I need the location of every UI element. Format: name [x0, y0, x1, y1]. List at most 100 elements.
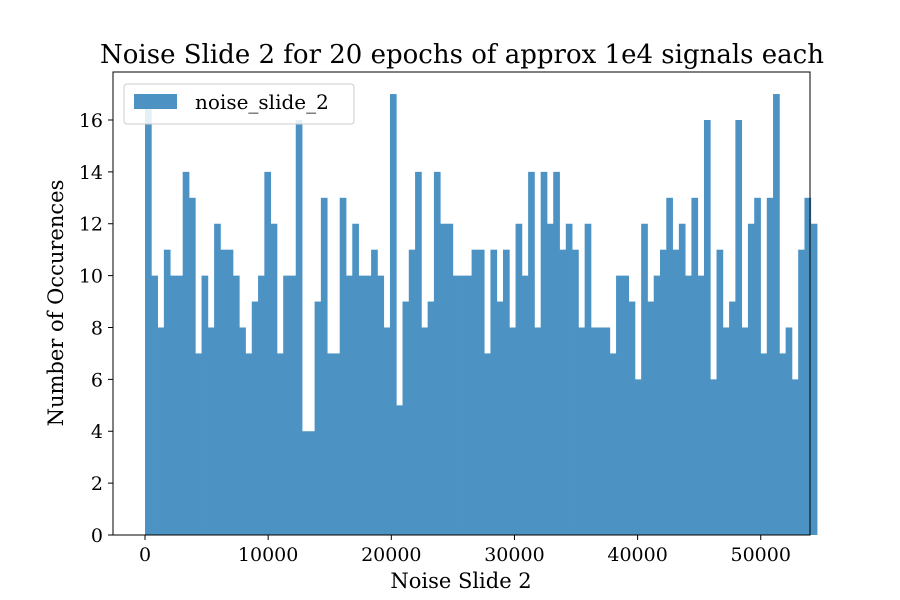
histogram-bar	[333, 353, 341, 535]
histogram-bar	[396, 405, 403, 535]
histogram-bar	[314, 301, 322, 535]
y-tick-label: 14	[79, 162, 103, 184]
histogram-bar	[358, 275, 366, 535]
histogram-bar	[320, 197, 328, 536]
histogram-bar	[270, 223, 278, 536]
histogram-bar	[163, 249, 171, 535]
histogram-bar	[201, 275, 209, 535]
histogram-bar	[703, 119, 711, 536]
legend-box	[123, 83, 355, 125]
histogram-bar	[496, 301, 504, 535]
histogram-bar	[578, 327, 586, 535]
histogram-bar	[697, 275, 705, 535]
histogram-bar	[258, 275, 265, 535]
histogram-bar	[214, 223, 221, 536]
histogram-bar	[660, 249, 667, 535]
histogram-bar	[345, 275, 353, 535]
histogram-bar	[584, 223, 592, 536]
histogram-bar	[251, 301, 259, 535]
histogram-bar	[515, 223, 523, 536]
histogram-bar	[188, 197, 196, 536]
histogram-bar	[339, 197, 347, 536]
x-axis-ticks: 0 10000 20000 30000 40000 50000	[139, 535, 791, 566]
y-tick-label: 2	[91, 473, 103, 495]
y-axis-ticks: 0 2 4 6 8 10 12 14 16	[79, 110, 113, 547]
histogram-bar	[590, 327, 598, 535]
histogram-bar	[609, 353, 617, 535]
y-tick-label: 16	[79, 110, 103, 132]
histogram-bar	[264, 171, 272, 536]
histogram-bar	[377, 275, 385, 535]
histogram-bar	[791, 379, 799, 535]
histogram-bar	[459, 275, 466, 535]
histogram-bar	[666, 197, 673, 536]
histogram-bar	[760, 353, 768, 535]
histogram-bar	[182, 171, 190, 536]
bars-group	[145, 94, 818, 536]
plot-frame	[112, 71, 811, 536]
histogram-bar	[490, 249, 498, 535]
histogram-bar	[327, 353, 334, 535]
histogram-bar	[302, 431, 309, 535]
histogram-bar	[446, 223, 454, 536]
x-tick-label: 50000	[731, 544, 791, 566]
histogram-bar	[766, 197, 774, 536]
y-tick-label: 8	[91, 317, 103, 339]
histogram-bar	[371, 249, 378, 535]
histogram-bar	[785, 327, 793, 535]
histogram-bar	[804, 197, 812, 536]
histogram-bar	[421, 327, 429, 535]
histogram-bar	[308, 431, 315, 535]
histogram-bar	[440, 223, 447, 536]
histogram-bar	[276, 353, 284, 535]
histogram-bar	[226, 249, 234, 535]
histogram-bar	[452, 275, 460, 535]
histogram-bar	[157, 327, 165, 535]
histogram-bar	[509, 327, 516, 535]
histogram-bar	[672, 249, 680, 535]
histogram-bar	[433, 171, 441, 536]
histogram-bar	[678, 223, 686, 536]
histogram-bar	[622, 275, 630, 535]
histogram-bar	[521, 275, 529, 535]
histogram-bar	[634, 379, 642, 535]
histogram-bar	[691, 197, 699, 536]
histogram-bar	[427, 301, 435, 535]
y-tick-label: 12	[79, 214, 103, 236]
histogram-bar	[647, 301, 655, 535]
histogram-bar	[408, 249, 416, 535]
x-tick-label: 30000	[484, 544, 544, 566]
histogram-bar	[289, 275, 297, 535]
histogram-bar	[283, 275, 290, 535]
histogram-bar	[716, 249, 724, 535]
histogram-bar	[383, 327, 391, 535]
histogram-bar	[245, 353, 253, 535]
histogram-bar	[773, 94, 780, 536]
histogram-bar	[779, 353, 787, 535]
histogram-bar	[465, 275, 472, 535]
histogram-bar	[352, 223, 359, 536]
histogram-bar	[722, 327, 730, 535]
histogram-bar	[239, 327, 246, 535]
histogram-bar	[295, 119, 303, 536]
histogram-bar	[176, 275, 184, 535]
histogram-bar	[754, 197, 761, 536]
histogram-bar	[553, 171, 560, 536]
histogram-bar	[528, 171, 535, 536]
legend-swatch	[134, 94, 177, 109]
x-axis-label: Noise Slide 2	[390, 569, 531, 593]
histogram-bar	[559, 249, 567, 535]
histogram-bar	[477, 249, 485, 535]
legend: noise_slide_2	[123, 83, 355, 125]
histogram-bar	[565, 223, 573, 536]
histogram-bar	[540, 171, 548, 536]
histogram-bar	[597, 327, 604, 535]
histogram-bar	[641, 223, 648, 536]
chart-title: Noise Slide 2 for 20 epochs of approx 1e…	[100, 40, 824, 70]
x-tick-label: 10000	[238, 544, 298, 566]
histogram-bar	[735, 119, 743, 536]
histogram-bar	[628, 301, 636, 535]
histogram-bar	[503, 249, 510, 535]
x-tick-label: 20000	[361, 544, 421, 566]
